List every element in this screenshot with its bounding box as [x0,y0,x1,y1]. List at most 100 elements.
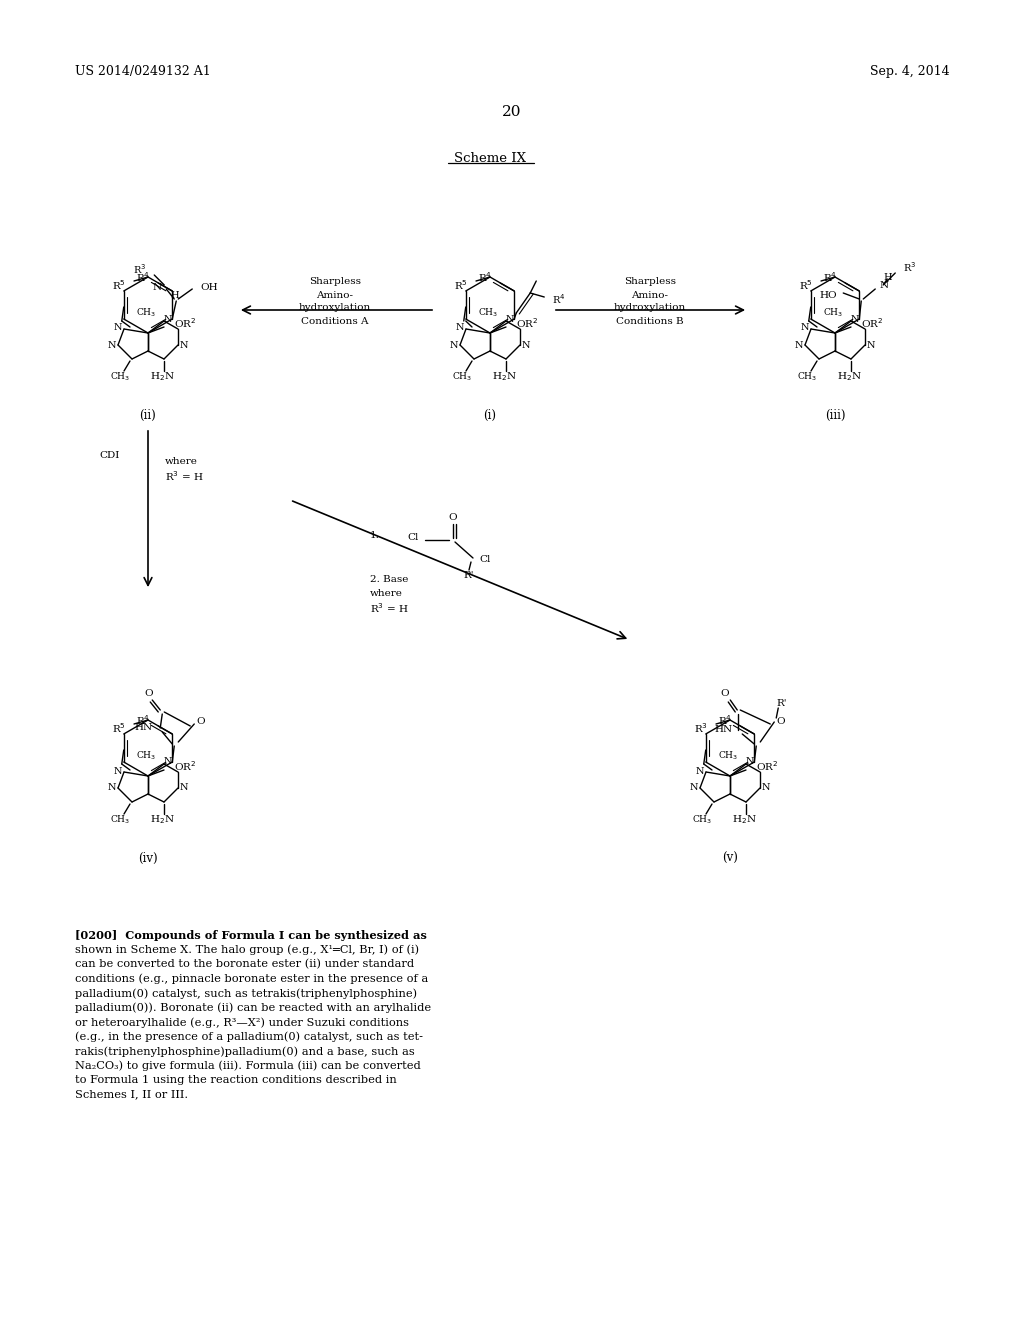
Text: CH$_3$: CH$_3$ [110,813,130,826]
Text: OR$^2$: OR$^2$ [516,315,539,330]
Text: N: N [801,323,809,333]
Text: Amino-: Amino- [632,290,669,300]
Text: rakis(triphenylphosphine)palladium(0) and a base, such as: rakis(triphenylphosphine)palladium(0) an… [75,1045,415,1056]
Text: H: H [883,272,892,281]
Text: (e.g., in the presence of a palladium(0) catalyst, such as tet-: (e.g., in the presence of a palladium(0)… [75,1031,423,1041]
Text: conditions (e.g., pinnacle boronate ester in the presence of a: conditions (e.g., pinnacle boronate este… [75,974,428,985]
Text: N: N [851,314,859,323]
Text: to Formula 1 using the reaction conditions described in: to Formula 1 using the reaction conditio… [75,1074,396,1085]
Text: R$^3$: R$^3$ [694,721,708,735]
Text: (iv): (iv) [138,851,158,865]
Text: Sharpless: Sharpless [624,277,676,286]
Text: N: N [450,341,459,350]
Text: OH: OH [201,282,218,292]
Text: N: N [745,758,755,767]
Text: CH$_3$: CH$_3$ [136,306,156,319]
Text: N: N [506,314,514,323]
Text: R$^3$: R$^3$ [903,260,916,275]
Text: H: H [170,290,178,300]
Text: R$^4$: R$^4$ [136,713,151,727]
Text: N: N [695,767,705,776]
Text: R$^5$: R$^5$ [455,279,468,292]
Text: N: N [795,341,803,350]
Text: R': R' [776,700,786,709]
Text: N: N [880,281,889,290]
Text: H$_2$N: H$_2$N [492,371,516,383]
Text: US 2014/0249132 A1: US 2014/0249132 A1 [75,66,211,78]
Text: N: N [114,323,122,333]
Text: N: N [762,784,770,792]
Text: H$_2$N: H$_2$N [150,813,174,826]
Text: shown in Scheme X. The halo group (e.g., X¹═Cl, Br, I) of (i): shown in Scheme X. The halo group (e.g.,… [75,945,419,956]
Text: palladium(0)). Boronate (ii) can be reacted with an arylhalide: palladium(0)). Boronate (ii) can be reac… [75,1002,431,1012]
Text: (ii): (ii) [139,408,157,421]
Text: Schemes I, II or III.: Schemes I, II or III. [75,1089,188,1100]
Text: O: O [720,689,728,698]
Text: palladium(0) catalyst, such as tetrakis(triphenylphosphine): palladium(0) catalyst, such as tetrakis(… [75,987,417,998]
Text: where: where [165,458,198,466]
Text: H$_2$N: H$_2$N [731,813,757,826]
Text: OR$^2$: OR$^2$ [756,759,778,774]
Text: can be converted to the boronate ester (ii) under standard: can be converted to the boronate ester (… [75,960,414,969]
Text: N: N [164,314,172,323]
Text: N: N [108,784,117,792]
Text: N: N [522,341,530,350]
Text: N: N [180,341,188,350]
Text: CH$_3$: CH$_3$ [822,306,843,319]
Text: N: N [164,758,172,767]
Text: N: N [456,323,464,333]
Text: hydroxylation: hydroxylation [613,304,686,313]
Text: O: O [144,689,153,698]
Text: Sharpless: Sharpless [309,277,361,286]
Text: R$^3$ = H: R$^3$ = H [165,469,204,483]
Text: R$^3$ = H: R$^3$ = H [370,601,409,615]
Text: Cl: Cl [408,533,419,543]
Text: R$^5$: R$^5$ [113,279,126,292]
Text: N: N [114,767,122,776]
Text: CH$_3$: CH$_3$ [718,750,738,762]
Text: 2. Base: 2. Base [370,576,409,585]
Text: or heteroarylhalide (e.g., R³—X²) under Suzuki conditions: or heteroarylhalide (e.g., R³—X²) under … [75,1016,409,1027]
Text: [0200]  Compounds of Formula I can be synthesized as: [0200] Compounds of Formula I can be syn… [75,931,427,941]
Text: R$^4$: R$^4$ [552,292,565,306]
Text: (iii): (iii) [824,408,845,421]
Text: H$_2$N: H$_2$N [150,371,174,383]
Text: R$^5$: R$^5$ [799,279,813,292]
Text: H$_2$N: H$_2$N [837,371,861,383]
Text: OR$^2$: OR$^2$ [174,759,197,774]
Text: R$^4$: R$^4$ [718,713,732,727]
Text: Sep. 4, 2014: Sep. 4, 2014 [870,66,950,78]
Text: Scheme IX: Scheme IX [454,152,526,165]
Text: OR$^2$: OR$^2$ [861,315,884,330]
Text: O: O [776,718,784,726]
Text: hydroxylation: hydroxylation [299,304,371,313]
Text: HN: HN [714,726,732,734]
Text: Amino-: Amino- [316,290,353,300]
Text: R$^5$: R$^5$ [113,721,126,735]
Text: (v): (v) [722,851,738,865]
Text: HO: HO [819,290,838,300]
Text: 1.: 1. [370,531,380,540]
Text: N: N [108,341,117,350]
Text: R$^4$: R$^4$ [136,271,151,284]
Text: CH$_3$: CH$_3$ [797,371,817,383]
Text: Cl: Cl [479,556,490,565]
Text: R$^4$: R$^4$ [478,271,493,284]
Text: Conditions A: Conditions A [301,317,369,326]
Text: CH$_3$: CH$_3$ [136,750,156,762]
Text: R': R' [464,572,474,581]
Text: CH$_3$: CH$_3$ [692,813,712,826]
Text: O: O [449,513,458,523]
Text: CDI: CDI [99,450,120,459]
Text: 20: 20 [502,106,522,119]
Text: N: N [180,784,188,792]
Text: where: where [370,590,402,598]
Text: OR$^2$: OR$^2$ [174,315,197,330]
Text: Conditions B: Conditions B [616,317,684,326]
Text: (i): (i) [483,408,497,421]
Text: R$^4$: R$^4$ [823,271,838,284]
Text: HN: HN [134,723,153,733]
Text: N: N [866,341,876,350]
Text: CH$_3$: CH$_3$ [452,371,472,383]
Text: R$^3$: R$^3$ [133,263,146,276]
